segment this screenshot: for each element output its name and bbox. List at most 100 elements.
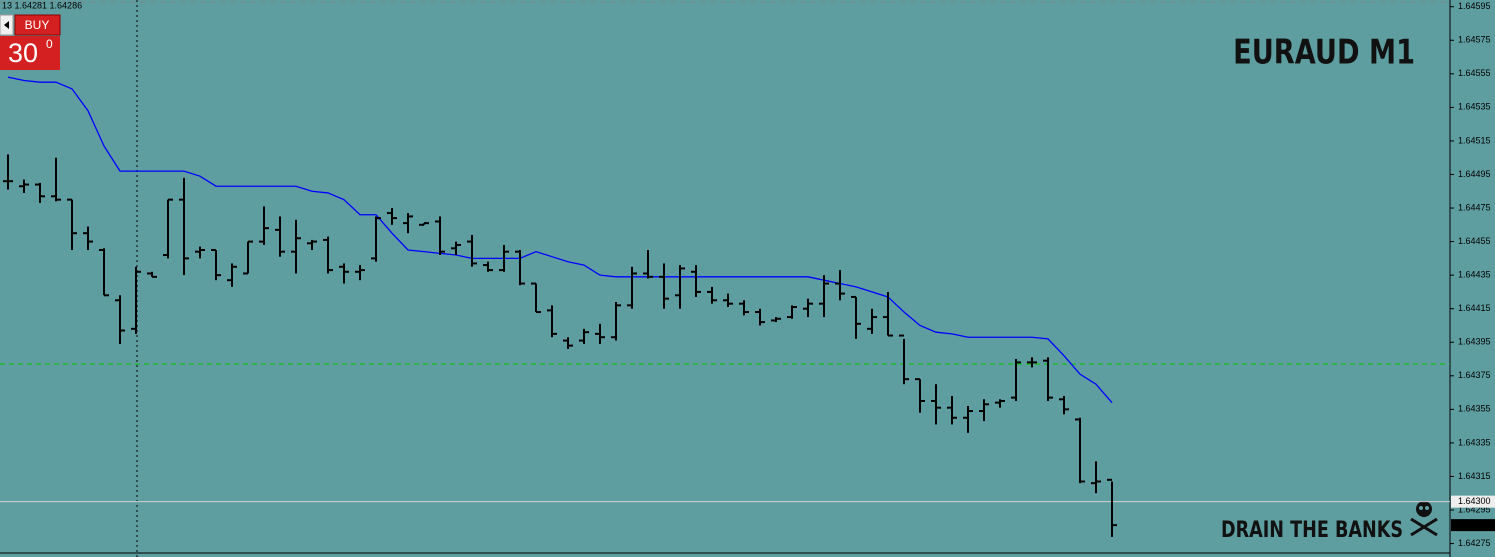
buy-price: 30 [8, 38, 38, 68]
ohlc-bar [371, 216, 381, 262]
level-label-box [1451, 495, 1495, 508]
trade-panel: 13 1.64281 1.64286 BUY 30 0 [0, 0, 82, 70]
ohlc-bar [35, 182, 45, 204]
skull-icon [1410, 501, 1438, 537]
ohlc-bar [739, 300, 749, 316]
y-tick-label: 1.64335 [1458, 437, 1491, 447]
y-tick-label: 1.64515 [1458, 135, 1491, 145]
y-tick-label: 1.64535 [1458, 102, 1491, 112]
y-tick-label: 1.64415 [1458, 303, 1491, 313]
ohlc-bar [755, 308, 765, 326]
ohlc-bar [579, 328, 589, 344]
y-tick-label: 1.64595 [1458, 1, 1491, 11]
ohlc-bar [899, 334, 909, 385]
ohlc-bar [259, 206, 269, 245]
ohlc-bar [291, 219, 301, 274]
ohlc-bar [1107, 478, 1117, 537]
y-tick-label: 1.64375 [1458, 370, 1491, 380]
y-tick-label: 1.64435 [1458, 270, 1491, 280]
ohlc-bar [403, 213, 413, 234]
ohlc-bar [483, 261, 493, 272]
ohlc-bar [227, 263, 237, 287]
ohlc-bar [595, 323, 605, 344]
y-tick-label: 1.64575 [1458, 35, 1491, 45]
y-tick-label: 1.64275 [1458, 538, 1491, 548]
ohlc-bar [275, 216, 285, 257]
ohlc-bar [435, 216, 445, 256]
moving-average [7, 76, 1113, 404]
ohlc-bar [131, 266, 141, 334]
y-tick-label: 1.64475 [1458, 202, 1491, 212]
ohlc-bar [723, 293, 733, 308]
current-price-box [1451, 519, 1495, 532]
ohlc-bar [691, 265, 701, 297]
ohlc-bar [163, 198, 173, 259]
ohlc-bar [467, 234, 477, 267]
collapse-arrow [4, 21, 9, 29]
y-tick-label: 1.64295 [1458, 504, 1491, 514]
ohlc-bar [1075, 417, 1085, 484]
level-label: 1.64300 [1458, 496, 1491, 506]
ohlc-bar [1011, 359, 1021, 401]
ohlc-bar [339, 263, 349, 284]
ohlc-bar [883, 291, 893, 337]
buy-button[interactable] [14, 14, 61, 36]
y-tick-label: 1.64555 [1458, 68, 1491, 78]
ohlc-bar [355, 265, 365, 281]
ohlc-bar [99, 248, 109, 297]
quote-text: 13 1.64281 1.64286 [2, 0, 82, 10]
ohlc-bar [835, 270, 845, 301]
ohlc-bar [531, 282, 541, 314]
ohlc-bar [1043, 357, 1053, 401]
ohlc-bar [627, 266, 637, 309]
ohlc-bar [51, 157, 61, 202]
ohlc-bar [323, 236, 333, 274]
ohlc-bar [851, 295, 861, 339]
y-tick-label: 1.64395 [1458, 337, 1491, 347]
ohlc-bar [787, 305, 797, 319]
ohlc-bar [675, 265, 685, 309]
ohlc-bar [499, 244, 509, 272]
ohlc-bar [515, 249, 525, 286]
current-price-label: 1.64286 [1458, 519, 1491, 529]
buy-price-superscript: 0 [46, 37, 53, 51]
ohlc-bar [659, 263, 669, 309]
ohlc-bar [211, 248, 221, 281]
ohlc-bar [803, 298, 813, 318]
ohlc-bar [243, 240, 253, 275]
ohlc-bar [419, 222, 429, 226]
ohlc-bar [115, 295, 125, 344]
ohlc-bar [307, 239, 317, 250]
ohlc-bar [387, 208, 397, 225]
ohlc-bar [195, 246, 205, 259]
ohlc-bar [547, 305, 557, 338]
ohlc-bar [67, 198, 77, 250]
ohlc-bar [147, 271, 157, 278]
y-tick-label: 1.64495 [1458, 169, 1491, 179]
y-tick-label: 1.64355 [1458, 404, 1491, 414]
ohlc-bar [1027, 357, 1037, 368]
ohlc-bar [563, 337, 573, 349]
chart-title: EURAUD M1 [1233, 32, 1415, 72]
ohlc-bar [771, 317, 781, 323]
ohlc-bar [1059, 395, 1069, 415]
price-box [0, 36, 60, 70]
ohlc-bar [179, 177, 189, 276]
footer-text: DRAIN THE BANKS [1221, 517, 1403, 542]
ohlc-bar [3, 154, 13, 190]
ohlc-bar [979, 399, 989, 422]
ohlc-bar [931, 384, 941, 425]
ohlc-bar [643, 249, 653, 279]
ohlc-bar [707, 286, 717, 304]
ohlc-bar [963, 406, 973, 433]
ohlc-bar [947, 395, 957, 425]
ohlc-bar [83, 226, 93, 250]
ohlc-bar [819, 275, 829, 318]
y-tick-label: 1.64315 [1458, 471, 1491, 481]
buy-label[interactable]: BUY [25, 18, 50, 32]
ohlc-bar [611, 301, 621, 341]
ohlc-bar [995, 399, 1005, 408]
ohlc-bar [1091, 461, 1101, 494]
